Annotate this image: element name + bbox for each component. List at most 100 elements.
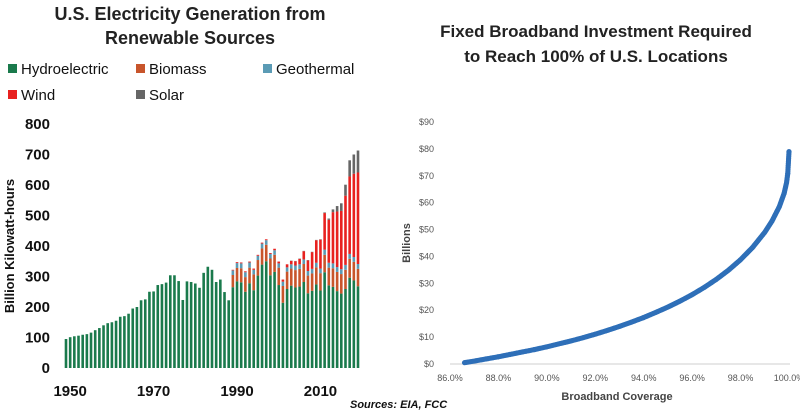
bar-hydro: [185, 281, 189, 368]
bar-wind: [264, 239, 268, 241]
bar-wind: [273, 248, 276, 251]
bar-biomass: [323, 254, 326, 273]
right-y-tick-labels: $0 $10 $20 $30 $40 $50 $60 $70 $80 $90: [419, 117, 434, 369]
bar-geothermal: [335, 267, 339, 272]
bar-wind: [340, 210, 343, 270]
left-x-tick-label: 2010: [304, 383, 337, 400]
right-y-tick-label: $60: [419, 198, 434, 208]
right-x-tick-label: 90.0%: [534, 373, 560, 383]
bar-hydro: [244, 291, 247, 368]
bar-geothermal: [269, 253, 272, 259]
bar-geothermal: [248, 262, 251, 268]
bar-biomass: [281, 285, 285, 303]
bar-geothermal: [260, 243, 264, 249]
bar-hydro: [123, 316, 126, 368]
bar-wind: [298, 258, 301, 265]
bar-hydro: [352, 280, 356, 368]
bar-wind: [306, 260, 310, 272]
bar-hydro: [189, 281, 193, 368]
bar-solar: [323, 212, 326, 214]
legend: Hydroelectric Biomass Geothermal Wind So…: [8, 61, 354, 104]
bar-geothermal: [306, 271, 310, 276]
right-x-tick-label: 100.0%: [774, 373, 800, 383]
bar-biomass: [248, 267, 251, 284]
bar-biomass: [289, 268, 293, 286]
bar-biomass: [256, 260, 260, 276]
bar-geothermal: [264, 240, 268, 245]
left-y-tick-label: 600: [25, 177, 50, 194]
bar-hydro: [344, 289, 347, 368]
bar-geothermal: [356, 264, 360, 269]
bar-biomass: [294, 270, 297, 288]
bar-hydro: [260, 264, 264, 368]
legend-label-wind: Wind: [21, 87, 55, 104]
right-chart-title-line2: to Reach 100% of U.S. Locations: [464, 47, 728, 66]
bar-biomass: [244, 277, 247, 292]
left-y-tick-label: 500: [25, 208, 50, 225]
right-scatter-points: [461, 148, 792, 366]
bar-wind: [244, 271, 247, 273]
legend-swatch-wind: [8, 90, 17, 99]
bar-wind: [352, 173, 356, 257]
bar-hydro: [164, 282, 168, 368]
bar-geothermal: [340, 269, 343, 275]
bar-wind: [248, 261, 251, 263]
right-x-tick-label: 92.0%: [583, 373, 609, 383]
bar-biomass: [252, 274, 256, 291]
bar-hydro: [319, 290, 322, 368]
bar-hydro: [256, 275, 260, 368]
bar-hydro: [285, 289, 289, 368]
source-note: Sources: EIA, FCC: [350, 399, 448, 411]
left-x-tick-labels: 1950 1970 1990 2010: [53, 383, 337, 400]
right-y-tick-label: $20: [419, 305, 434, 315]
bar-hydro: [335, 291, 339, 368]
bar-hydro: [181, 299, 185, 368]
bar-geothermal: [348, 253, 351, 259]
bar-biomass: [231, 274, 235, 288]
right-x-tick-label: 98.0%: [728, 373, 754, 383]
bar-biomass: [335, 271, 339, 292]
left-chart-title-line2: Renewable Sources: [105, 28, 275, 48]
left-y-tick-label: 700: [25, 147, 50, 164]
right-x-tick-label: 86.0%: [437, 373, 463, 383]
bar-wind: [335, 211, 339, 268]
bar-solar: [340, 203, 343, 211]
right-y-tick-label: $70: [419, 171, 434, 181]
right-y-tick-label: $0: [424, 359, 434, 369]
bar-hydro: [231, 287, 235, 368]
bar-hydro: [98, 328, 101, 368]
bar-geothermal: [319, 268, 322, 274]
bar-geothermal: [252, 269, 256, 275]
bar-geothermal: [244, 272, 247, 278]
bar-wind: [319, 239, 322, 269]
right-y-tick-label: $50: [419, 225, 434, 235]
bar-wind: [252, 268, 256, 270]
right-y-tick-label: $10: [419, 332, 434, 342]
bar-hydro: [235, 281, 239, 368]
bar-hydro: [227, 300, 230, 368]
bar-hydro: [139, 300, 143, 368]
bar-hydro: [331, 286, 335, 368]
bar-hydro: [252, 290, 256, 368]
bar-biomass: [310, 273, 314, 291]
bar-hydro: [298, 286, 301, 368]
right-y-tick-label: $30: [419, 278, 434, 288]
left-bars: [64, 150, 360, 369]
bar-hydro: [294, 287, 297, 368]
scatter-point: [786, 148, 792, 155]
bar-biomass: [269, 258, 272, 276]
right-chart: Fixed Broadband Investment Required to R…: [401, 22, 800, 403]
bar-solar: [344, 184, 347, 196]
bar-hydro: [160, 284, 164, 369]
bar-wind: [235, 262, 239, 264]
right-y-tick-label: $80: [419, 144, 434, 154]
bar-hydro: [118, 316, 122, 368]
legend-label-biomass: Biomass: [149, 61, 207, 78]
legend-swatch-biomass: [136, 64, 145, 73]
bar-biomass: [302, 264, 306, 282]
bar-hydro: [156, 285, 160, 368]
right-x-tick-labels: 86.0% 88.0% 90.0% 92.0% 94.0% 96.0% 98.0% 100.0…: [437, 373, 800, 383]
bar-hydro: [89, 332, 93, 368]
bar-hydro: [143, 299, 147, 369]
